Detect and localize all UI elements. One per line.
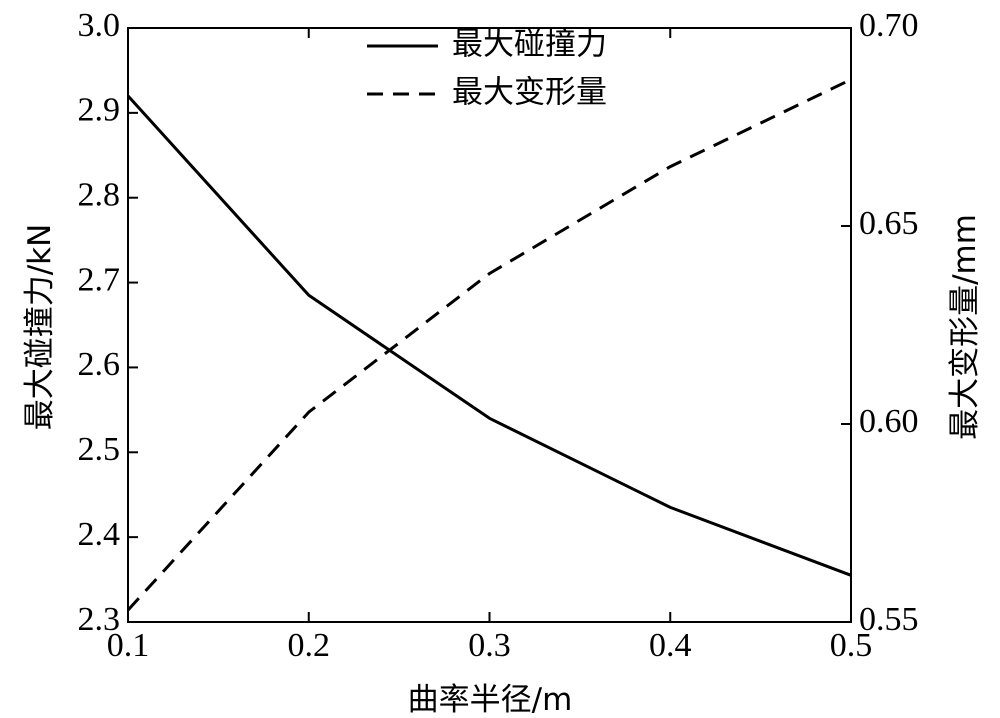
left-y-tick-label: 2.5 <box>78 431 121 468</box>
series-layer <box>126 78 852 612</box>
right-y-tick-label: 0.55 <box>859 601 919 638</box>
left-y-tick-label: 2.8 <box>78 177 121 214</box>
x-tick-label: 0.1 <box>107 627 150 664</box>
left-y-axis: 2.3 2.4 2.5 2.6 2.7 2.8 2.9 3.0 <box>78 7 138 638</box>
plot-border <box>127 27 852 623</box>
right-y-axis-label: 最大变形量/mm <box>947 214 983 440</box>
x-axis: 0.1 0.2 0.3 0.4 0.5 <box>107 28 873 664</box>
left-y-axis-label: 最大碰撞力/kN <box>22 224 58 431</box>
x-tick-label: 0.5 <box>830 627 873 664</box>
series-line-deformation <box>126 78 852 612</box>
left-y-tick-label: 2.9 <box>78 92 121 129</box>
x-tick-label: 0.3 <box>468 627 511 664</box>
plot-frame <box>127 27 852 623</box>
right-y-tick-label: 0.60 <box>859 403 919 440</box>
legend-label: 最大变形量 <box>452 75 607 111</box>
x-axis-label: 曲率半径/m <box>408 682 573 718</box>
left-y-tick-label: 2.4 <box>78 516 121 553</box>
series-line-force <box>126 94 852 577</box>
x-tick-label: 0.4 <box>649 627 692 664</box>
right-y-tick-label: 0.65 <box>859 205 919 242</box>
axis-titles: 曲率半径/m 最大碰撞力/kN 最大变形量/mm <box>22 214 983 718</box>
left-y-tick-label: 2.7 <box>78 261 121 298</box>
right-y-tick-label: 0.70 <box>859 7 919 44</box>
x-tick-label: 0.2 <box>288 627 331 664</box>
left-y-tick-label: 3.0 <box>78 7 121 44</box>
left-y-tick-label: 2.3 <box>78 601 121 638</box>
right-y-axis: 0.55 0.60 0.65 0.70 <box>841 7 919 638</box>
left-y-tick-label: 2.6 <box>78 346 121 383</box>
legend-label: 最大碰撞力 <box>452 27 607 63</box>
